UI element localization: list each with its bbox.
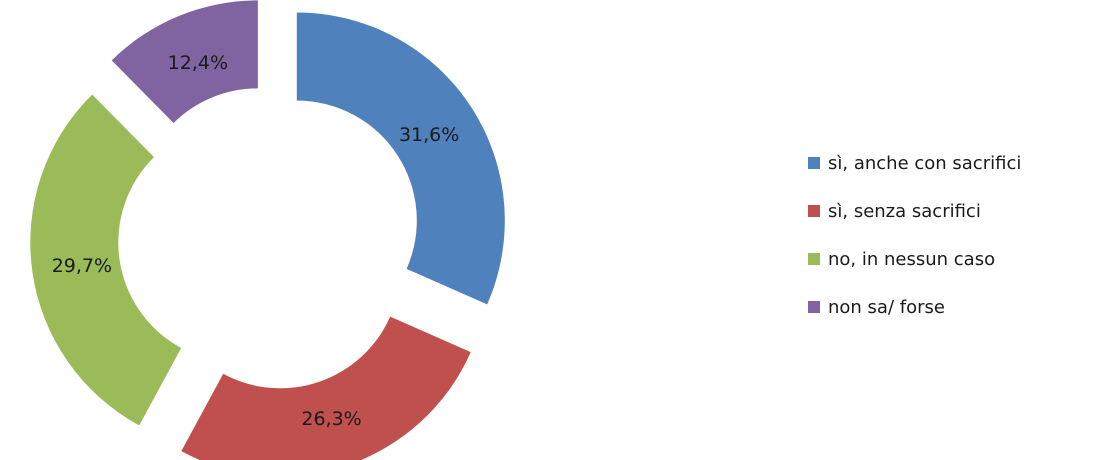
legend: sì, anche con sacrifici sì, senza sacrifi… (808, 153, 1021, 318)
slice-label-2: 26,3% (301, 408, 361, 430)
slice-label-1: 31,6% (399, 124, 459, 146)
donut-slices (30, 0, 505, 460)
legend-label-2: sì, senza sacrifici (828, 201, 981, 222)
slice-label-3: 29,7% (52, 255, 112, 277)
donut-slice-2 (181, 316, 471, 460)
slice-labels: 31,6% 26,3% 29,7% 12,4% (52, 52, 460, 430)
donut-slice-3 (30, 94, 182, 426)
legend-label-1: sì, anche con sacrifici (828, 153, 1021, 174)
legend-swatch-2 (808, 205, 820, 217)
legend-swatch-1 (808, 157, 820, 169)
legend-swatch-3 (808, 253, 820, 265)
legend-label-4: non sa/ forse (828, 297, 945, 318)
slice-label-4: 12,4% (168, 52, 228, 74)
donut-slice-1 (296, 12, 505, 305)
legend-swatch-4 (808, 301, 820, 313)
donut-slice-4 (111, 0, 258, 124)
legend-label-3: no, in nessun caso (828, 249, 995, 270)
